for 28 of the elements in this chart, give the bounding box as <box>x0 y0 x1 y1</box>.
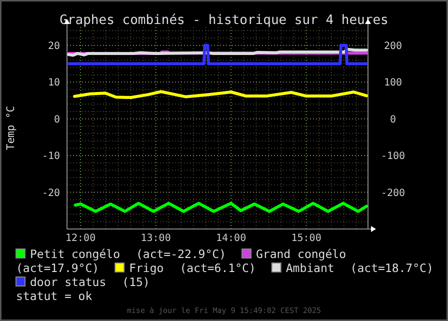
text: statut = ok <box>16 289 92 303</box>
text: (act=17.9°C) <box>16 261 100 275</box>
y-axis-title: Temp °C <box>5 106 17 150</box>
y-tick-label: 20 <box>48 40 60 52</box>
y2-tick-label: -100 <box>380 151 406 162</box>
y-tick-label: 0 <box>54 114 60 126</box>
text: (15) <box>122 275 150 289</box>
y2-tick-label: 0 <box>390 114 396 126</box>
text: (act=-22.9°C) <box>136 247 226 261</box>
legend-label: Grand congélo <box>256 247 346 261</box>
text: (act=6.1°C) <box>180 261 256 275</box>
x-tick-label: 12:00 <box>65 233 96 244</box>
legend-label: Petit congélo <box>30 247 120 261</box>
y2-tick-label: -200 <box>380 188 406 199</box>
legend-label: Frigo <box>129 261 164 275</box>
y-tick-label: -10 <box>42 151 60 162</box>
text: (act=18.7°C) <box>350 261 434 275</box>
x-tick-label: 14:00 <box>216 233 246 244</box>
legend-label: door status <box>30 275 106 289</box>
x-tick-label: 15:00 <box>291 233 322 244</box>
y-tick-label: -20 <box>42 188 60 199</box>
chart-title: Graphes combinés - historique sur 4 heures <box>60 13 388 28</box>
y-tick-label: 10 <box>48 78 60 89</box>
legend-label: Ambiant <box>286 261 334 275</box>
line-series <box>74 202 368 213</box>
y2-tick-label: 200 <box>384 40 402 52</box>
x-tick-label: 13:00 <box>140 233 171 244</box>
y2-tick-label: 100 <box>384 78 402 89</box>
